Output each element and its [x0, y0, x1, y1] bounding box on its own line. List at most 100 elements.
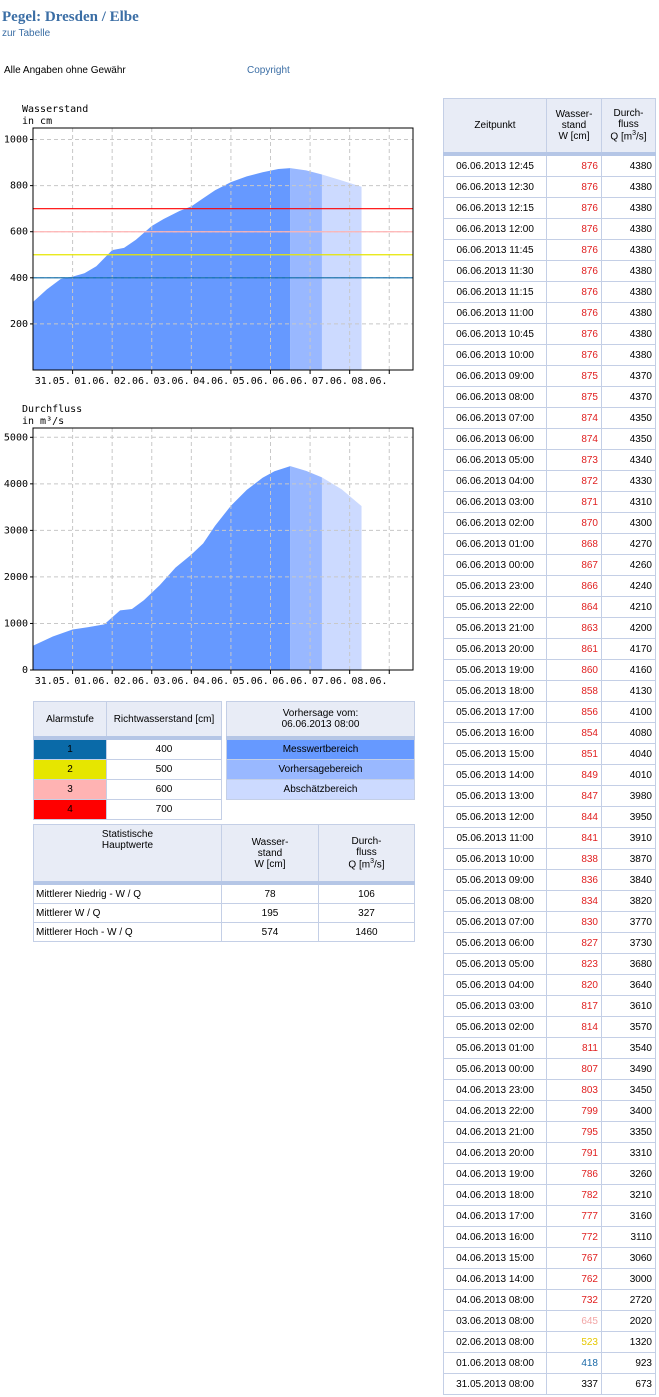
timestamp-cell: 05.06.2013 10:00	[443, 848, 547, 870]
water-level-cell: 823	[546, 953, 602, 975]
alarm-level-cell: 4	[33, 799, 107, 820]
water-level-cell: 874	[546, 428, 602, 450]
table-row: 06.06.2013 04:00 872 4330	[443, 470, 656, 492]
timestamp-cell: 06.06.2013 12:00	[443, 218, 547, 240]
water-level-cell: 872	[546, 470, 602, 492]
timestamp-cell: 05.06.2013 05:00	[443, 953, 547, 975]
water-level-cell: 849	[546, 764, 602, 786]
plot-frame	[32, 127, 414, 371]
discharge-cell: 4210	[601, 596, 656, 618]
series-area-measured	[33, 466, 291, 670]
table-row: 03.06.2013 08:00 645 2020	[443, 1310, 656, 1332]
discharge-cell: 3730	[601, 932, 656, 954]
measure-q-line3: Q [m	[610, 131, 633, 143]
table-row: 04.06.2013 14:00 762 3000	[443, 1268, 656, 1290]
y-tick-label: 1000	[4, 135, 28, 146]
timestamp-cell: 05.06.2013 17:00	[443, 701, 547, 723]
discharge-cell: 4170	[601, 638, 656, 660]
timestamp-cell: 06.06.2013 01:00	[443, 533, 547, 555]
water-level-cell: 767	[546, 1247, 602, 1269]
measure-header-q: Durch- fluss Q [m3/s]	[601, 98, 656, 156]
alarm-header-level: Alarmstufe	[33, 701, 107, 740]
discharge-cell: 3950	[601, 806, 656, 828]
measure-q-line1: Durch-	[613, 108, 644, 120]
table-row: 05.06.2013 05:00 823 3680	[443, 953, 656, 975]
timestamp-cell: 05.06.2013 11:00	[443, 827, 547, 849]
timestamp-cell: 04.06.2013 15:00	[443, 1247, 547, 1269]
timestamp-cell: 05.06.2013 06:00	[443, 932, 547, 954]
table-row: 05.06.2013 08:00 834 3820	[443, 890, 656, 912]
table-link[interactable]: zur Tabelle	[2, 28, 51, 39]
discharge-cell: 4380	[601, 239, 656, 261]
table-row: 05.06.2013 22:00 864 4210	[443, 596, 656, 618]
discharge-cell: 4340	[601, 449, 656, 471]
discharge-cell: 4330	[601, 470, 656, 492]
discharge-cell: 3870	[601, 848, 656, 870]
table-row: 05.06.2013 20:00 861 4170	[443, 638, 656, 660]
timestamp-cell: 05.06.2013 07:00	[443, 911, 547, 933]
timestamp-cell: 06.06.2013 05:00	[443, 449, 547, 471]
discharge-cell: 4310	[601, 491, 656, 513]
stats-header-w: Wasser- stand W [cm]	[221, 824, 319, 885]
water-level-cell: 868	[546, 533, 602, 555]
water-level-cell: 854	[546, 722, 602, 744]
discharge-cell: 4350	[601, 428, 656, 450]
table-row: 06.06.2013 12:00 876 4380	[443, 218, 656, 240]
timestamp-cell: 06.06.2013 12:15	[443, 197, 547, 219]
discharge-cell: 673	[601, 1373, 656, 1395]
discharge-cell: 3570	[601, 1016, 656, 1038]
water-level-cell: 874	[546, 407, 602, 429]
timestamp-cell: 05.06.2013 21:00	[443, 617, 547, 639]
stats-row: Mittlerer W / Q 195 327	[33, 903, 415, 923]
alarm-row: 3 600	[33, 779, 222, 800]
alarm-row: 2 500	[33, 759, 222, 780]
water-level-cell: 861	[546, 638, 602, 660]
measure-header-w: Wasser- stand W [cm]	[546, 98, 602, 156]
timestamp-cell: 06.06.2013 12:45	[443, 153, 547, 177]
timestamp-cell: 05.06.2013 13:00	[443, 785, 547, 807]
timestamp-cell: 31.05.2013 08:00	[443, 1373, 547, 1395]
water-level-cell: 864	[546, 596, 602, 618]
y-tick-label: 400	[10, 273, 28, 284]
stats-w-line1: Wasser-	[251, 836, 289, 848]
alarm-level-cell: 3	[33, 779, 107, 800]
table-row: 04.06.2013 20:00 791 3310	[443, 1142, 656, 1164]
timestamp-cell: 06.06.2013 02:00	[443, 512, 547, 534]
timestamp-cell: 05.06.2013 15:00	[443, 743, 547, 765]
water-level-cell: 876	[546, 239, 602, 261]
x-tick-label: 31.05.	[35, 376, 71, 387]
water-level-cell: 876	[546, 176, 602, 198]
timestamp-cell: 06.06.2013 09:00	[443, 365, 547, 387]
table-row: 05.06.2013 09:00 836 3840	[443, 869, 656, 891]
y-tick-label: 0	[22, 665, 28, 676]
x-tick-label: 05.06.	[233, 376, 269, 387]
discharge-cell: 3770	[601, 911, 656, 933]
measure-w-line2: stand	[561, 120, 587, 131]
series-area-measured	[33, 168, 291, 370]
x-tick-label: 04.06.	[193, 676, 229, 687]
y-tick-label: 2000	[4, 572, 28, 583]
water-level-cell: 876	[546, 218, 602, 240]
table-row: 05.06.2013 18:00 858 4130	[443, 680, 656, 702]
x-tick-label: 08.06.	[351, 676, 387, 687]
water-level-cell: 782	[546, 1184, 602, 1206]
stats-w-cell: 195	[221, 903, 319, 923]
x-tick-label: 04.06.	[193, 376, 229, 387]
x-tick-label: 01.06.	[74, 376, 110, 387]
discharge-cell: 4380	[601, 260, 656, 282]
water-level-cell: 795	[546, 1121, 602, 1143]
table-row: 05.06.2013 10:00 838 3870	[443, 848, 656, 870]
timestamp-cell: 05.06.2013 23:00	[443, 575, 547, 597]
discharge-cell: 3310	[601, 1142, 656, 1164]
stats-header-line1: Statistische	[101, 829, 154, 840]
copyright-link[interactable]: Copyright	[247, 65, 290, 76]
table-row: 04.06.2013 17:00 777 3160	[443, 1205, 656, 1227]
timestamp-cell: 06.06.2013 10:45	[443, 323, 547, 345]
stats-q-line3: Q [m	[348, 859, 371, 871]
discharge-cell: 4380	[601, 323, 656, 345]
measure-w-line1: Wasser-	[555, 109, 593, 120]
water-level-cell: 799	[546, 1100, 602, 1122]
table-row: 05.06.2013 02:00 814 3570	[443, 1016, 656, 1038]
stats-row: Mittlerer Niedrig - W / Q 78 106	[33, 882, 415, 904]
